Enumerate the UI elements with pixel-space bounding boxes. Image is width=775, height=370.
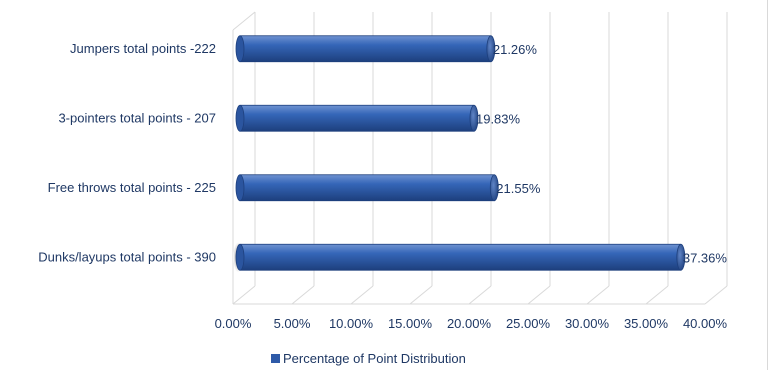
bar-cap-end <box>469 104 479 132</box>
x-tick-label: 25.00% <box>506 316 551 331</box>
category-labels: Jumpers total points -222 3-pointers tota… <box>38 41 216 265</box>
bar-cap-start <box>235 104 245 132</box>
category-label: Jumpers total points -222 <box>70 41 216 56</box>
bar-cap-start <box>235 174 245 202</box>
floor-gridline <box>468 285 492 305</box>
floor-gridline <box>586 285 610 305</box>
bar <box>233 242 686 273</box>
data-label: 21.26% <box>493 42 538 57</box>
bar <box>235 35 496 63</box>
x-tick-label: 15.00% <box>388 316 433 331</box>
x-tick-label: 0.00% <box>215 316 252 331</box>
bar-cap-start <box>235 243 245 271</box>
x-tick-label: 35.00% <box>624 316 669 331</box>
x-tick-label: 40.00% <box>683 316 728 331</box>
bar-cap-end <box>676 243 686 271</box>
bar-cap-end <box>489 174 499 202</box>
bar-body <box>239 174 495 202</box>
bar-cap-end <box>486 35 496 63</box>
x-tick-label: 10.00% <box>329 316 374 331</box>
x-tick-label: 5.00% <box>274 316 311 331</box>
legend-label: Percentage of Point Distribution <box>283 351 466 366</box>
side-wall-line <box>232 11 256 31</box>
data-label: 19.83% <box>476 111 521 126</box>
bar-cap-start <box>235 35 245 63</box>
bar-body <box>239 243 682 271</box>
category-label: Dunks/layups total points - 390 <box>38 249 216 264</box>
floor-gridline <box>350 285 374 305</box>
right-border <box>767 0 768 370</box>
legend-swatch <box>271 354 280 363</box>
floor-gridline <box>704 285 728 305</box>
bar <box>235 104 479 132</box>
category-label: 3-pointers total points - 207 <box>58 110 216 125</box>
x-axis-ticks: 0.00% 5.00% 10.00% 15.00% 20.00% 25.00% 30.00%… <box>215 316 728 331</box>
bars <box>233 35 686 273</box>
data-label: 37.36% <box>683 250 728 265</box>
data-label: 21.55% <box>496 181 541 196</box>
bar-body <box>239 104 475 132</box>
floor-gridline <box>527 285 551 305</box>
category-label: Free throws total points - 225 <box>48 180 216 195</box>
floor-gridline <box>232 285 256 305</box>
bar-body <box>239 35 492 63</box>
x-tick-label: 30.00% <box>565 316 610 331</box>
data-labels: 21.26% 19.83% 21.55% 37.36% <box>476 42 727 266</box>
gridlines <box>232 11 728 305</box>
floor-gridline <box>409 285 433 305</box>
legend: Percentage of Point Distribution <box>271 351 466 366</box>
bar <box>235 174 499 202</box>
floor-gridline <box>291 285 315 305</box>
floor-gridline <box>645 285 669 305</box>
x-tick-label: 20.00% <box>447 316 492 331</box>
